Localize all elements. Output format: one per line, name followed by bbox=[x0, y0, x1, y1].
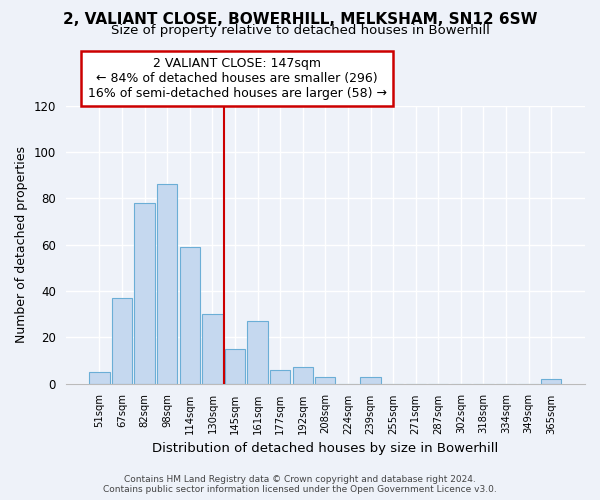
Bar bbox=[315, 376, 335, 384]
Bar bbox=[541, 379, 562, 384]
Text: 2, VALIANT CLOSE, BOWERHILL, MELKSHAM, SN12 6SW: 2, VALIANT CLOSE, BOWERHILL, MELKSHAM, S… bbox=[63, 12, 537, 28]
Bar bbox=[361, 376, 380, 384]
Bar bbox=[293, 368, 313, 384]
Text: 2 VALIANT CLOSE: 147sqm
← 84% of detached houses are smaller (296)
16% of semi-d: 2 VALIANT CLOSE: 147sqm ← 84% of detache… bbox=[88, 57, 386, 100]
Bar bbox=[270, 370, 290, 384]
Bar bbox=[134, 203, 155, 384]
Bar bbox=[179, 247, 200, 384]
Bar bbox=[225, 349, 245, 384]
Bar bbox=[157, 184, 178, 384]
X-axis label: Distribution of detached houses by size in Bowerhill: Distribution of detached houses by size … bbox=[152, 442, 499, 455]
Bar bbox=[247, 321, 268, 384]
Y-axis label: Number of detached properties: Number of detached properties bbox=[15, 146, 28, 343]
Bar bbox=[89, 372, 110, 384]
Text: Size of property relative to detached houses in Bowerhill: Size of property relative to detached ho… bbox=[110, 24, 490, 37]
Bar bbox=[202, 314, 223, 384]
Bar bbox=[112, 298, 132, 384]
Text: Contains HM Land Registry data © Crown copyright and database right 2024.
Contai: Contains HM Land Registry data © Crown c… bbox=[103, 474, 497, 494]
